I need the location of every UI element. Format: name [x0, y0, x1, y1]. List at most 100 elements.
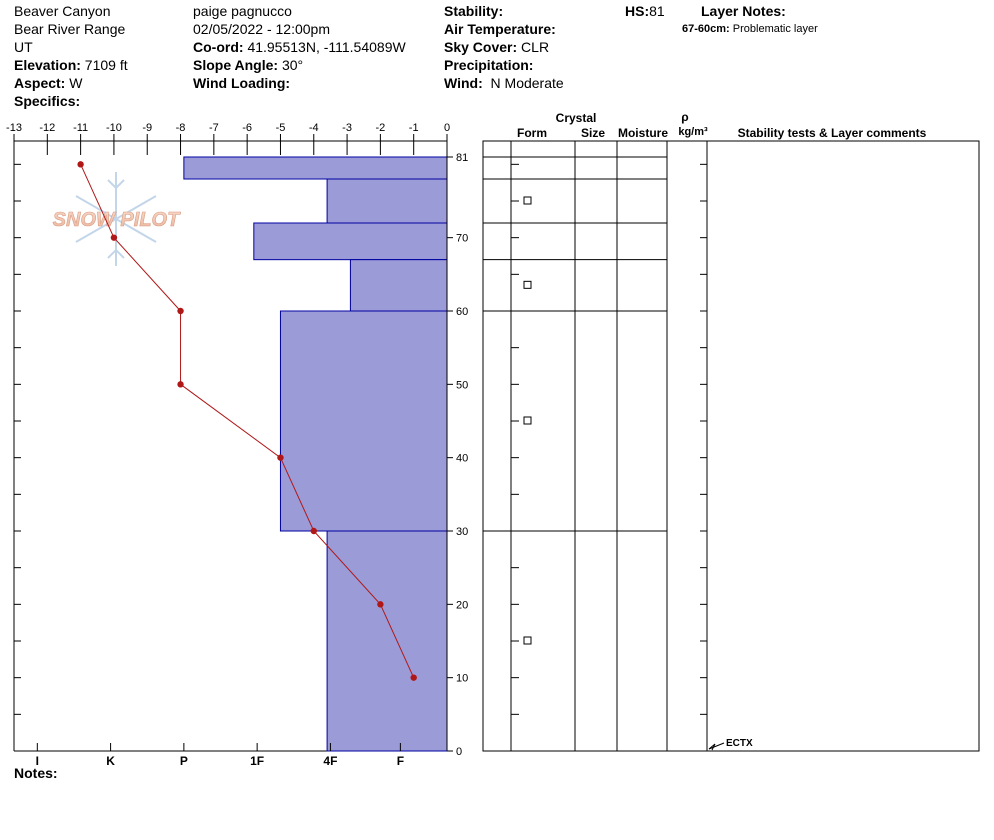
precipitation: Precipitation:	[444, 57, 533, 73]
hardness-axis: I K P 1F 4F F	[36, 743, 404, 768]
temp-tick-label: -3	[342, 122, 352, 134]
temp-point	[277, 454, 284, 461]
specifics-label: Specifics:	[14, 93, 81, 109]
notes-label: Notes:	[14, 765, 58, 781]
hardness-tick-label: K	[106, 754, 115, 768]
hardness-tick-label: 1F	[250, 754, 264, 768]
notes: Notes:	[14, 765, 58, 781]
elevation: Elevation: 7109 ft	[14, 57, 128, 73]
depth-axis: 0 10 20 30 40 50 60 70 81	[14, 141, 468, 758]
hardness-layer-bar	[279, 310, 448, 532]
col-size: Size	[581, 126, 605, 140]
table-frame	[482, 140, 980, 752]
sky-label: Sky Cover:	[444, 39, 518, 55]
wind-value: N Moderate	[490, 75, 564, 91]
specifics: Specifics:	[14, 93, 80, 109]
layer-note: 67-60cm: Problematic layer	[682, 23, 818, 35]
form-symbol	[523, 196, 532, 205]
form-symbol	[523, 636, 532, 645]
air-temp-label: Air Temperature:	[444, 21, 556, 37]
observer: paige pagnucco	[193, 3, 292, 19]
col-crystal: Crystal	[556, 111, 597, 125]
temperature-profile	[77, 161, 417, 681]
depth-tick-label: 70	[456, 233, 468, 245]
temp-tick-label: -7	[209, 122, 219, 134]
form-symbol	[523, 280, 532, 289]
hardness-layer-bar	[349, 259, 448, 312]
precip-label: Precipitation:	[444, 57, 534, 73]
form-symbol	[523, 416, 532, 425]
temp-tick-label: -6	[242, 122, 252, 134]
coordinates: Co-ord: 41.95513N, -111.54089W	[193, 39, 406, 55]
depth-tick-label: 30	[456, 526, 468, 538]
wind-loading: Wind Loading:	[193, 75, 290, 91]
snow-height: HS:81	[625, 3, 665, 19]
location: Beaver Canyon	[14, 3, 111, 19]
depth-tick-label: 10	[456, 673, 468, 685]
temp-tick-label: -13	[6, 122, 22, 134]
layer-notes-label: Layer Notes:	[701, 3, 786, 19]
aspect: Aspect: W	[14, 75, 82, 91]
stability-arrowhead	[708, 743, 716, 751]
stability-test-label: ECTX	[726, 738, 753, 749]
wind-loading-label: Wind Loading:	[193, 75, 291, 91]
stability-arrow	[708, 742, 725, 750]
temp-point	[310, 527, 317, 535]
depth-tick-label: 60	[456, 306, 468, 318]
air-temperature: Air Temperature:	[444, 21, 556, 37]
depth-tick-label: 0	[456, 746, 462, 758]
hardness-layer-bar	[326, 178, 448, 224]
snowflake-icon	[75, 172, 157, 266]
depth-tick-label: 81	[456, 152, 468, 164]
temp-tick-label: -2	[375, 122, 385, 134]
logo-text: SNOW PILOT	[53, 209, 181, 231]
slope-label: Slope Angle:	[193, 57, 279, 73]
hs-label: HS:	[625, 3, 650, 19]
layer-note-text: Problematic layer	[732, 23, 818, 35]
slope-value: 30°	[281, 57, 304, 73]
temp-point	[77, 161, 84, 168]
col-density-unit: kg/m³	[678, 126, 708, 138]
temp-point	[177, 381, 184, 388]
temp-tick-label: -5	[276, 122, 286, 134]
elevation-value: 7109 ft	[84, 57, 128, 73]
coord-value: 41.95513N, -111.54089W	[247, 39, 406, 55]
slope-angle: Slope Angle: 30°	[193, 57, 303, 73]
temp-tick-label: -11	[73, 122, 88, 134]
temp-point	[410, 674, 417, 681]
sky-value: CLR	[521, 39, 550, 55]
state: UT	[14, 39, 33, 55]
col-comments: Stability tests & Layer comments	[738, 126, 927, 140]
temp-point	[177, 307, 184, 315]
hardness-tick-label: P	[180, 754, 188, 768]
hardness-layer-bar	[326, 530, 448, 752]
hs-value: 81	[649, 3, 665, 19]
temp-point	[377, 601, 384, 608]
temperature-axis: -13 -12 -11 -10 -9 -8 -7 -6 -5 -4 -3 -2 -1 0	[6, 122, 450, 752]
col-moisture: Moisture	[618, 126, 668, 140]
depth-tick-label: 20	[456, 599, 468, 611]
aspect-value: W	[69, 75, 83, 91]
hardness-layers	[183, 156, 448, 752]
layer-notes: Layer Notes:	[701, 3, 786, 19]
col-form: Form	[517, 126, 547, 140]
sky-cover: Sky Cover: CLR	[444, 39, 549, 55]
hardness-tick-label: 4F	[323, 754, 337, 768]
hardness-tick-label: I	[36, 754, 39, 768]
temp-tick-label: -4	[309, 122, 319, 134]
stability: Stability:	[444, 3, 503, 19]
snowpilot-logo: SNOW PILOT	[52, 172, 181, 266]
temp-tick-label: -1	[409, 122, 419, 134]
col-rho: ρ	[681, 110, 688, 124]
depth-tick-label: 50	[456, 379, 468, 391]
wind: Wind: N Moderate	[444, 75, 564, 91]
aspect-label: Aspect:	[14, 75, 66, 91]
temp-tick-label: -10	[106, 122, 122, 134]
elevation-label: Elevation:	[14, 57, 81, 73]
coord-label: Co-ord:	[193, 39, 244, 55]
hardness-layer-bar	[253, 222, 448, 261]
temp-tick-label: -9	[142, 122, 152, 134]
depth-tick-label: 40	[456, 453, 468, 465]
wind-label: Wind:	[444, 75, 483, 91]
